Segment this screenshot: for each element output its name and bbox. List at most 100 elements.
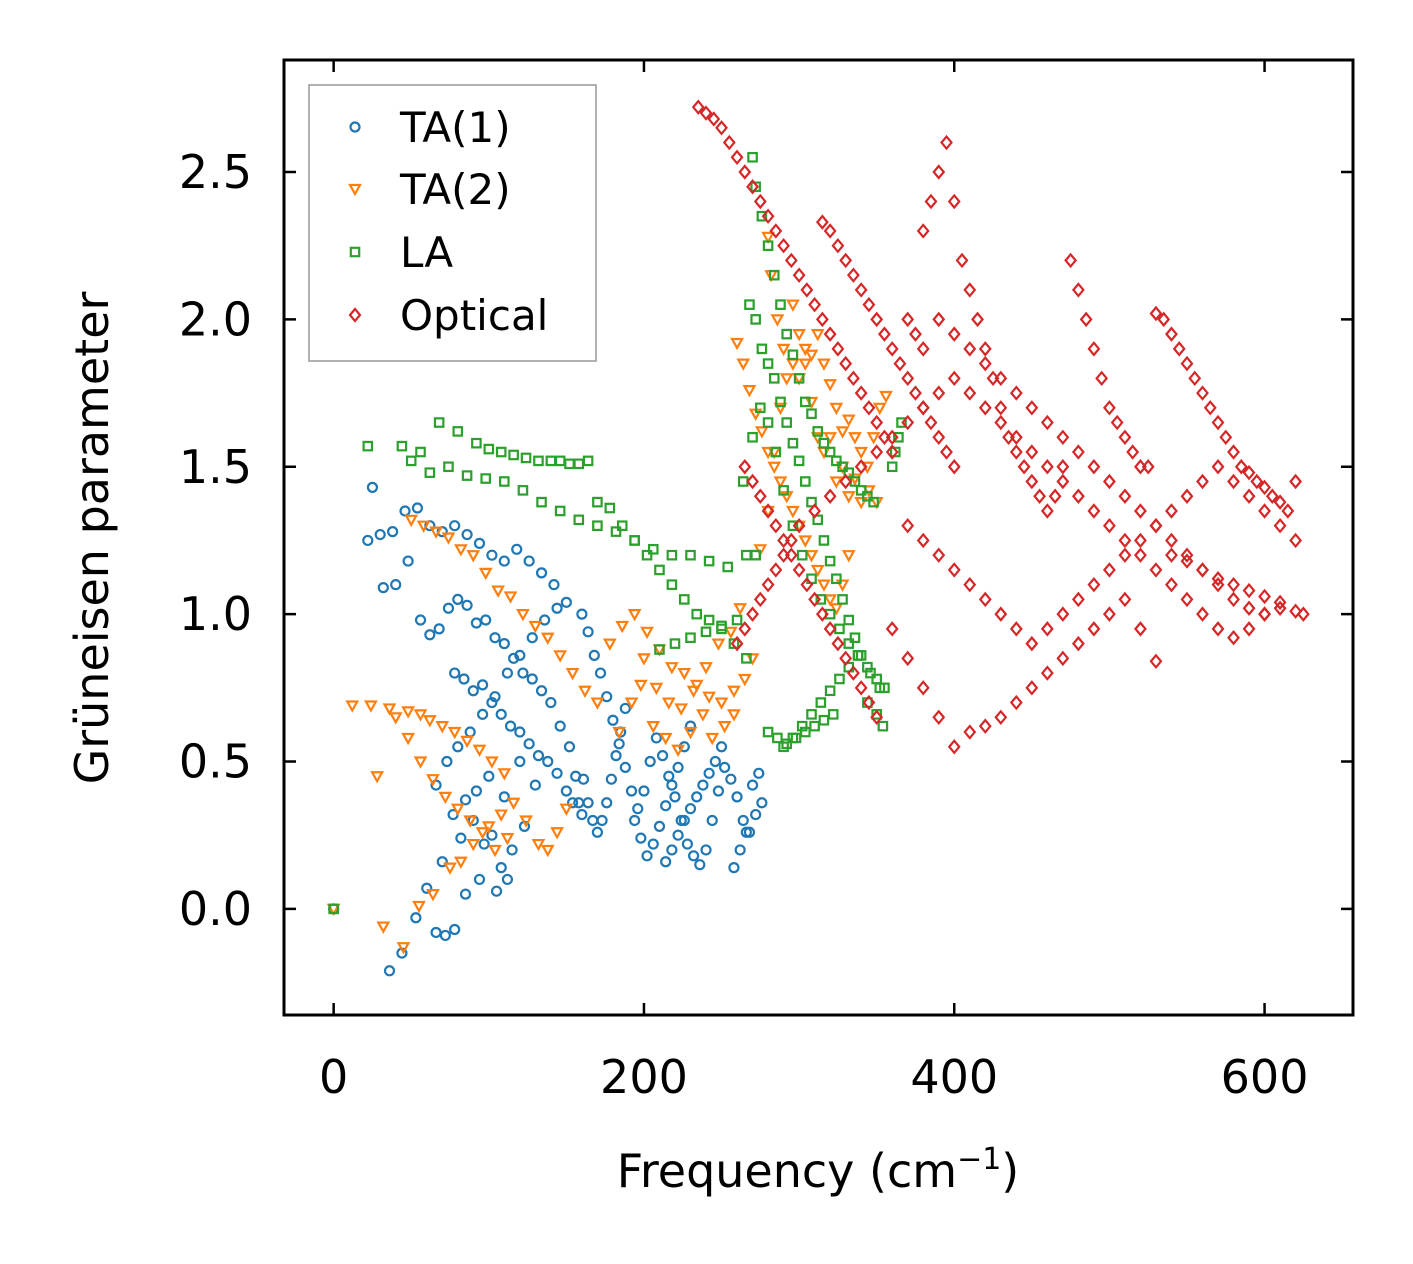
data-point — [756, 797, 768, 809]
data-point — [1234, 459, 1248, 475]
data-point — [540, 844, 555, 858]
data-point — [452, 426, 464, 437]
data-point — [604, 502, 616, 514]
data-point — [841, 491, 856, 504]
data-point — [1087, 576, 1101, 593]
data-point — [947, 326, 961, 342]
data-point — [699, 662, 713, 675]
data-point — [401, 706, 415, 719]
data-point — [947, 370, 961, 387]
data-point — [610, 526, 622, 537]
data-point — [792, 517, 806, 534]
data-point — [649, 682, 664, 696]
data-point — [514, 649, 526, 662]
data-point — [761, 576, 775, 593]
data-point — [901, 517, 915, 534]
data-point — [722, 134, 736, 151]
legend-label-la: LA — [400, 228, 453, 277]
data-point — [592, 520, 603, 532]
data-point — [722, 561, 734, 573]
data-point — [1165, 576, 1178, 593]
data-point — [727, 685, 741, 699]
y-tick-label: 0.0 — [179, 882, 252, 936]
data-point — [501, 873, 514, 886]
data-point — [665, 662, 679, 675]
data-point — [792, 267, 806, 283]
data-point — [601, 691, 613, 703]
data-point — [994, 370, 1008, 387]
data-point — [885, 444, 899, 460]
data-point — [738, 459, 752, 475]
data-point — [485, 756, 499, 769]
data-point — [963, 576, 977, 593]
data-point — [1040, 503, 1054, 519]
data-point — [854, 385, 868, 401]
data-point — [480, 614, 492, 626]
data-point — [804, 550, 819, 563]
data-point — [666, 549, 678, 561]
data-point — [459, 888, 472, 900]
data-point — [738, 164, 752, 180]
data-point — [1165, 503, 1178, 519]
data-point — [550, 827, 564, 840]
data-point — [1102, 517, 1116, 534]
data-point — [800, 726, 811, 738]
data-point — [1071, 488, 1085, 504]
data-point — [476, 708, 489, 720]
data-point — [1188, 370, 1202, 387]
data-point — [635, 832, 647, 844]
data-point — [798, 343, 813, 357]
data-point — [390, 579, 402, 591]
data-point — [761, 505, 775, 519]
data-point — [831, 341, 845, 357]
data-point — [463, 815, 478, 828]
data-point — [658, 732, 673, 746]
data-point — [798, 535, 813, 548]
data-point — [669, 791, 681, 803]
data-point — [868, 496, 879, 508]
data-point — [691, 608, 703, 620]
data-point — [740, 826, 752, 838]
data-point — [366, 481, 379, 493]
data-point — [800, 396, 811, 408]
data-point — [723, 626, 738, 640]
data-point — [870, 444, 884, 460]
x-tick-label: 200 — [600, 1050, 688, 1104]
data-point — [624, 697, 639, 710]
data-point — [787, 437, 799, 449]
data-point — [831, 635, 845, 652]
data-point — [554, 720, 566, 732]
data-point — [885, 621, 899, 637]
data-point — [1102, 400, 1116, 416]
data-point — [629, 814, 641, 827]
data-point — [605, 773, 617, 785]
data-point — [672, 761, 684, 774]
data-point — [511, 543, 523, 555]
data-point — [491, 585, 505, 598]
data-point — [374, 528, 386, 541]
data-point — [738, 621, 752, 637]
data-point — [539, 614, 551, 626]
data-point — [478, 567, 493, 581]
data-point — [818, 714, 830, 726]
data-point — [559, 803, 574, 816]
data-point — [1180, 553, 1194, 569]
data-point — [756, 343, 768, 355]
data-point — [1227, 473, 1240, 490]
legend-marker — [348, 307, 362, 323]
data-point — [362, 440, 374, 452]
data-point — [854, 459, 868, 475]
data-point — [800, 576, 814, 593]
data-point — [588, 649, 600, 662]
data-point — [587, 814, 599, 827]
data-point — [762, 358, 774, 369]
y-tick-label: 1.0 — [179, 587, 252, 641]
data-point — [806, 408, 817, 420]
data-point — [1040, 621, 1054, 637]
data-point — [401, 732, 415, 746]
data-point — [506, 797, 521, 811]
data-point — [810, 329, 825, 342]
data-point — [466, 838, 481, 852]
data-point — [529, 779, 541, 791]
data-point — [426, 889, 440, 902]
